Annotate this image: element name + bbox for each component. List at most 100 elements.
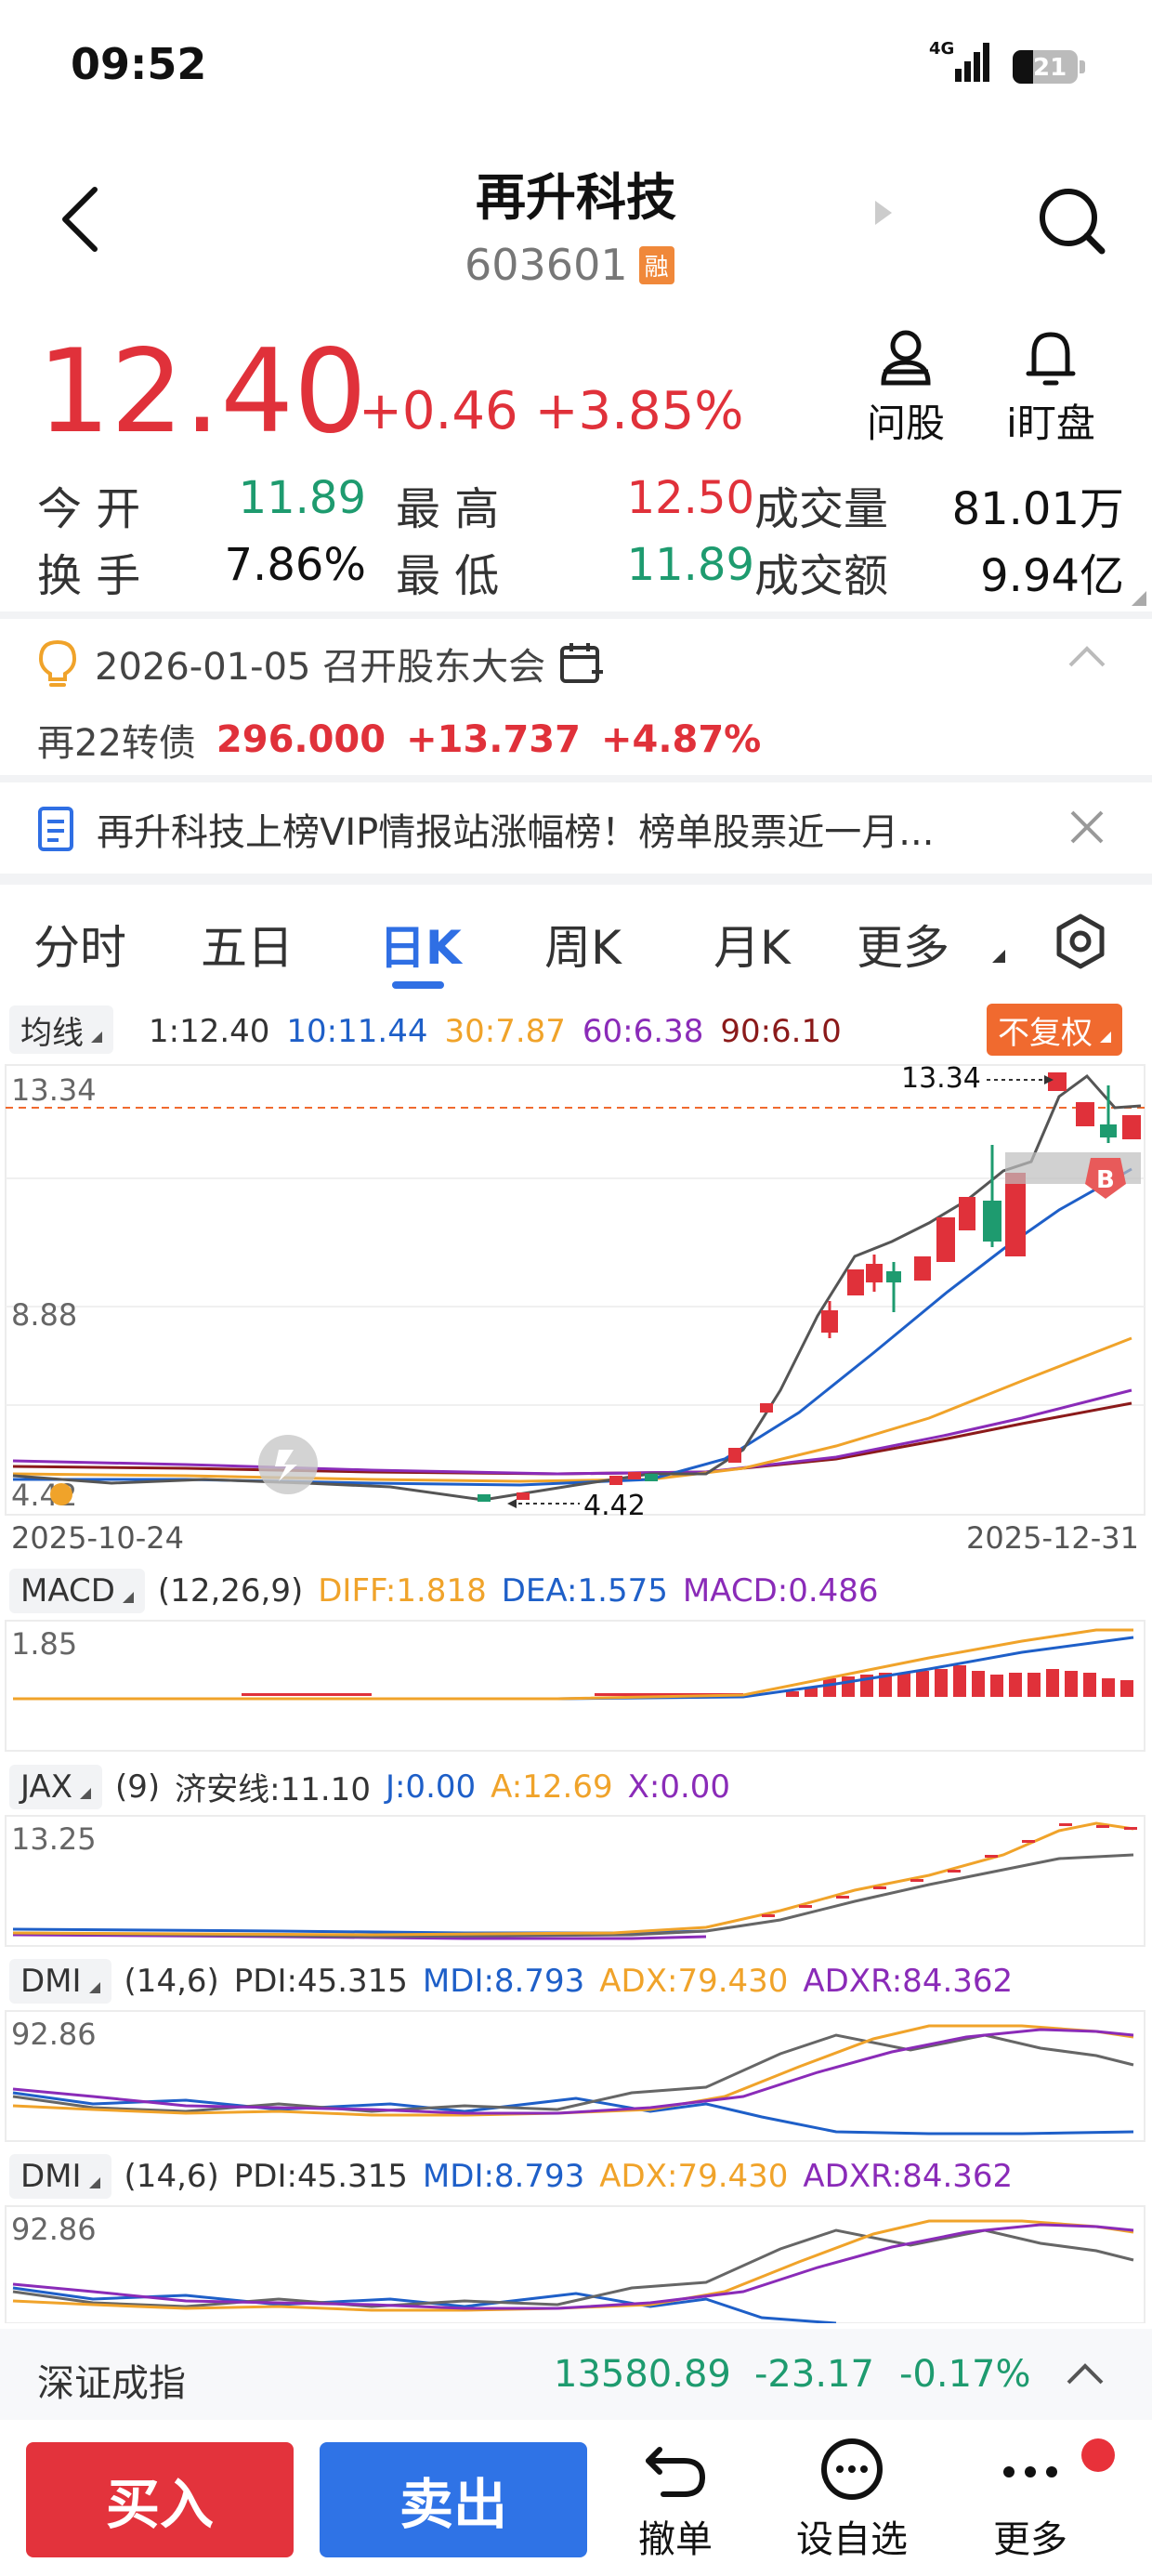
macd-chart[interactable]: 1.85 <box>0 1617 1152 1756</box>
stock-title: 再升科技 <box>476 168 676 227</box>
status-time: 09:52 <box>71 39 207 89</box>
replay-marker-icon[interactable] <box>258 1435 318 1494</box>
jax-chart[interactable]: 13.25 <box>0 1812 1152 1952</box>
dmi-chart[interactable]: 92.86 <box>0 2007 1152 2147</box>
small-triangle-icon <box>1100 1032 1111 1043</box>
jax-name: JAX <box>20 1768 72 1806</box>
event-row[interactable]: 2026-01-05 召开股东大会 <box>37 634 605 693</box>
index-bar[interactable]: 深证成指 13580.89 -23.17 -0.17% <box>0 2329 1152 2420</box>
back-button[interactable] <box>54 182 110 256</box>
stat-value: 12.50 <box>626 472 754 524</box>
macd-diff-line <box>13 1628 1133 1701</box>
chevron-up-icon[interactable] <box>1065 2360 1106 2388</box>
macd-dea: DEA:1.575 <box>501 1572 668 1610</box>
high-price-marker: 13.34 <box>901 1062 981 1095</box>
notification-dot <box>1081 2438 1115 2472</box>
index-change-pct: -0.17% <box>899 2353 1031 2396</box>
signal-icon: 4G <box>929 39 994 87</box>
dmi-chart-secondary[interactable]: 92.86 <box>0 2202 1152 2323</box>
ma-value-90: 90:6.10 <box>720 1013 842 1050</box>
dmi-selector[interactable]: DMI <box>9 1959 111 2004</box>
more-button[interactable]: 更多 <box>979 2437 1081 2563</box>
macd-bars <box>786 1665 1133 1697</box>
stat-value: 11.89 <box>626 539 754 591</box>
ma-value-60: 60:6.38 <box>582 1013 704 1050</box>
divider <box>0 611 1152 619</box>
macd-selector[interactable]: MACD <box>9 1569 145 1613</box>
tab-five-day[interactable]: 五日 <box>201 921 294 975</box>
tab-monthly-k[interactable]: 月K <box>713 921 791 975</box>
macd-params: (12,26,9) <box>157 1572 304 1610</box>
search-button[interactable] <box>1037 186 1107 256</box>
ma30-line <box>12 1336 1132 1483</box>
margin-badge: 融 <box>638 245 674 284</box>
index-value: 13580.89 <box>554 2353 731 2396</box>
dmi-params: (14,6) <box>124 1963 219 2000</box>
jax-selector[interactable]: JAX <box>9 1764 102 1809</box>
news-close-button[interactable] <box>1068 808 1106 849</box>
stock-code: 603601 <box>465 240 628 290</box>
sell-button[interactable]: 卖出 <box>320 2442 587 2557</box>
small-triangle-icon <box>91 1032 102 1043</box>
divider <box>0 874 1152 885</box>
convertible-bond-row[interactable]: 再22转债 296.000 +13.737 +4.87% <box>37 714 761 766</box>
macd-name: MACD <box>20 1572 115 1610</box>
ask-stock-label: 问股 <box>866 401 945 446</box>
add-watchlist-label: 设自选 <box>796 2518 908 2561</box>
dmi-adxr: ADXR:84.362 <box>803 1963 1014 2000</box>
sell-label: 卖出 <box>399 2473 507 2536</box>
b-marker-icon[interactable]: B <box>1085 1158 1126 1199</box>
macd-value: MACD:0.486 <box>682 1572 879 1610</box>
dmi-adxr-line <box>12 2223 1134 2310</box>
tab-weekly-k[interactable]: 周K <box>544 921 622 975</box>
small-triangle-icon <box>79 1787 91 1799</box>
ma-selector[interactable]: 均线 <box>9 1005 113 1054</box>
dmi-selector-secondary[interactable]: DMI <box>9 2154 111 2199</box>
stat-value: 9.94亿 <box>980 550 1124 602</box>
dmi-y-label: 92.86 <box>11 2017 97 2052</box>
news-row[interactable]: 再升科技上榜VIP情报站涨幅榜！榜单股票近一月... <box>37 795 934 862</box>
bond-name: 再22转债 <box>37 722 196 765</box>
adjust-mode-button[interactable]: 不复权 <box>987 1004 1122 1056</box>
current-price: 12.40 <box>37 325 367 459</box>
macd-small-bars <box>242 1693 743 1696</box>
b-marker-label: B <box>1096 1166 1115 1194</box>
dmi-name: DMI <box>20 2158 82 2195</box>
jax-j-value: J:0.00 <box>385 1768 477 1806</box>
jax-x-value: X:0.00 <box>627 1768 731 1806</box>
collapse-button[interactable] <box>1067 643 1107 675</box>
tab-daily-k[interactable]: 日K <box>379 921 462 975</box>
undo-icon <box>646 2447 706 2497</box>
chat-dots-icon <box>821 2438 883 2500</box>
active-tab-indicator <box>392 981 444 989</box>
stat-label: 今 开 <box>37 483 141 535</box>
dmi-adxr-line <box>12 2028 1134 2115</box>
buy-button[interactable]: 买入 <box>26 2442 294 2557</box>
ma-value-10: 10:11.44 <box>286 1013 428 1050</box>
low-price-marker: 4.42 <box>583 1490 646 1522</box>
ma-values: 1:12.40 10:11.44 30:7.87 60:6.38 90:6.10 <box>149 1013 842 1050</box>
person-icon <box>881 330 931 386</box>
jax-orange-line <box>12 1821 1134 1937</box>
stat-value: 7.86% <box>224 539 366 591</box>
watch-label: i盯盘 <box>1006 401 1095 446</box>
dmi-mdi-line <box>12 2091 1134 2136</box>
jax-params: (9) <box>114 1768 161 1806</box>
chart-settings-button[interactable] <box>1052 913 1109 981</box>
add-watchlist-button[interactable]: 设自选 <box>792 2437 912 2563</box>
tab-more[interactable]: 更多 <box>857 921 949 975</box>
search-icon <box>1040 189 1106 255</box>
expand-corner-icon[interactable] <box>1132 591 1146 610</box>
small-triangle-icon <box>88 2177 100 2188</box>
kline-chart[interactable]: 13.34 8.88 4.42 B <box>0 1059 1152 1561</box>
ma-marker-icon <box>50 1483 72 1505</box>
next-stock-arrow-icon[interactable] <box>871 199 894 230</box>
dmi-y-label: 92.86 <box>11 2212 97 2247</box>
bottom-bar: 买入 卖出 撤单 设自选 更多 <box>0 2420 1152 2576</box>
ask-stock-button[interactable]: 问股 <box>855 327 957 449</box>
watch-button[interactable]: i盯盘 <box>1000 327 1102 449</box>
cancel-order-button[interactable]: 撤单 <box>624 2437 727 2563</box>
tab-intraday[interactable]: 分时 <box>33 921 126 975</box>
lightbulb-icon <box>38 639 77 687</box>
cancel-order-label: 撤单 <box>638 2518 713 2561</box>
